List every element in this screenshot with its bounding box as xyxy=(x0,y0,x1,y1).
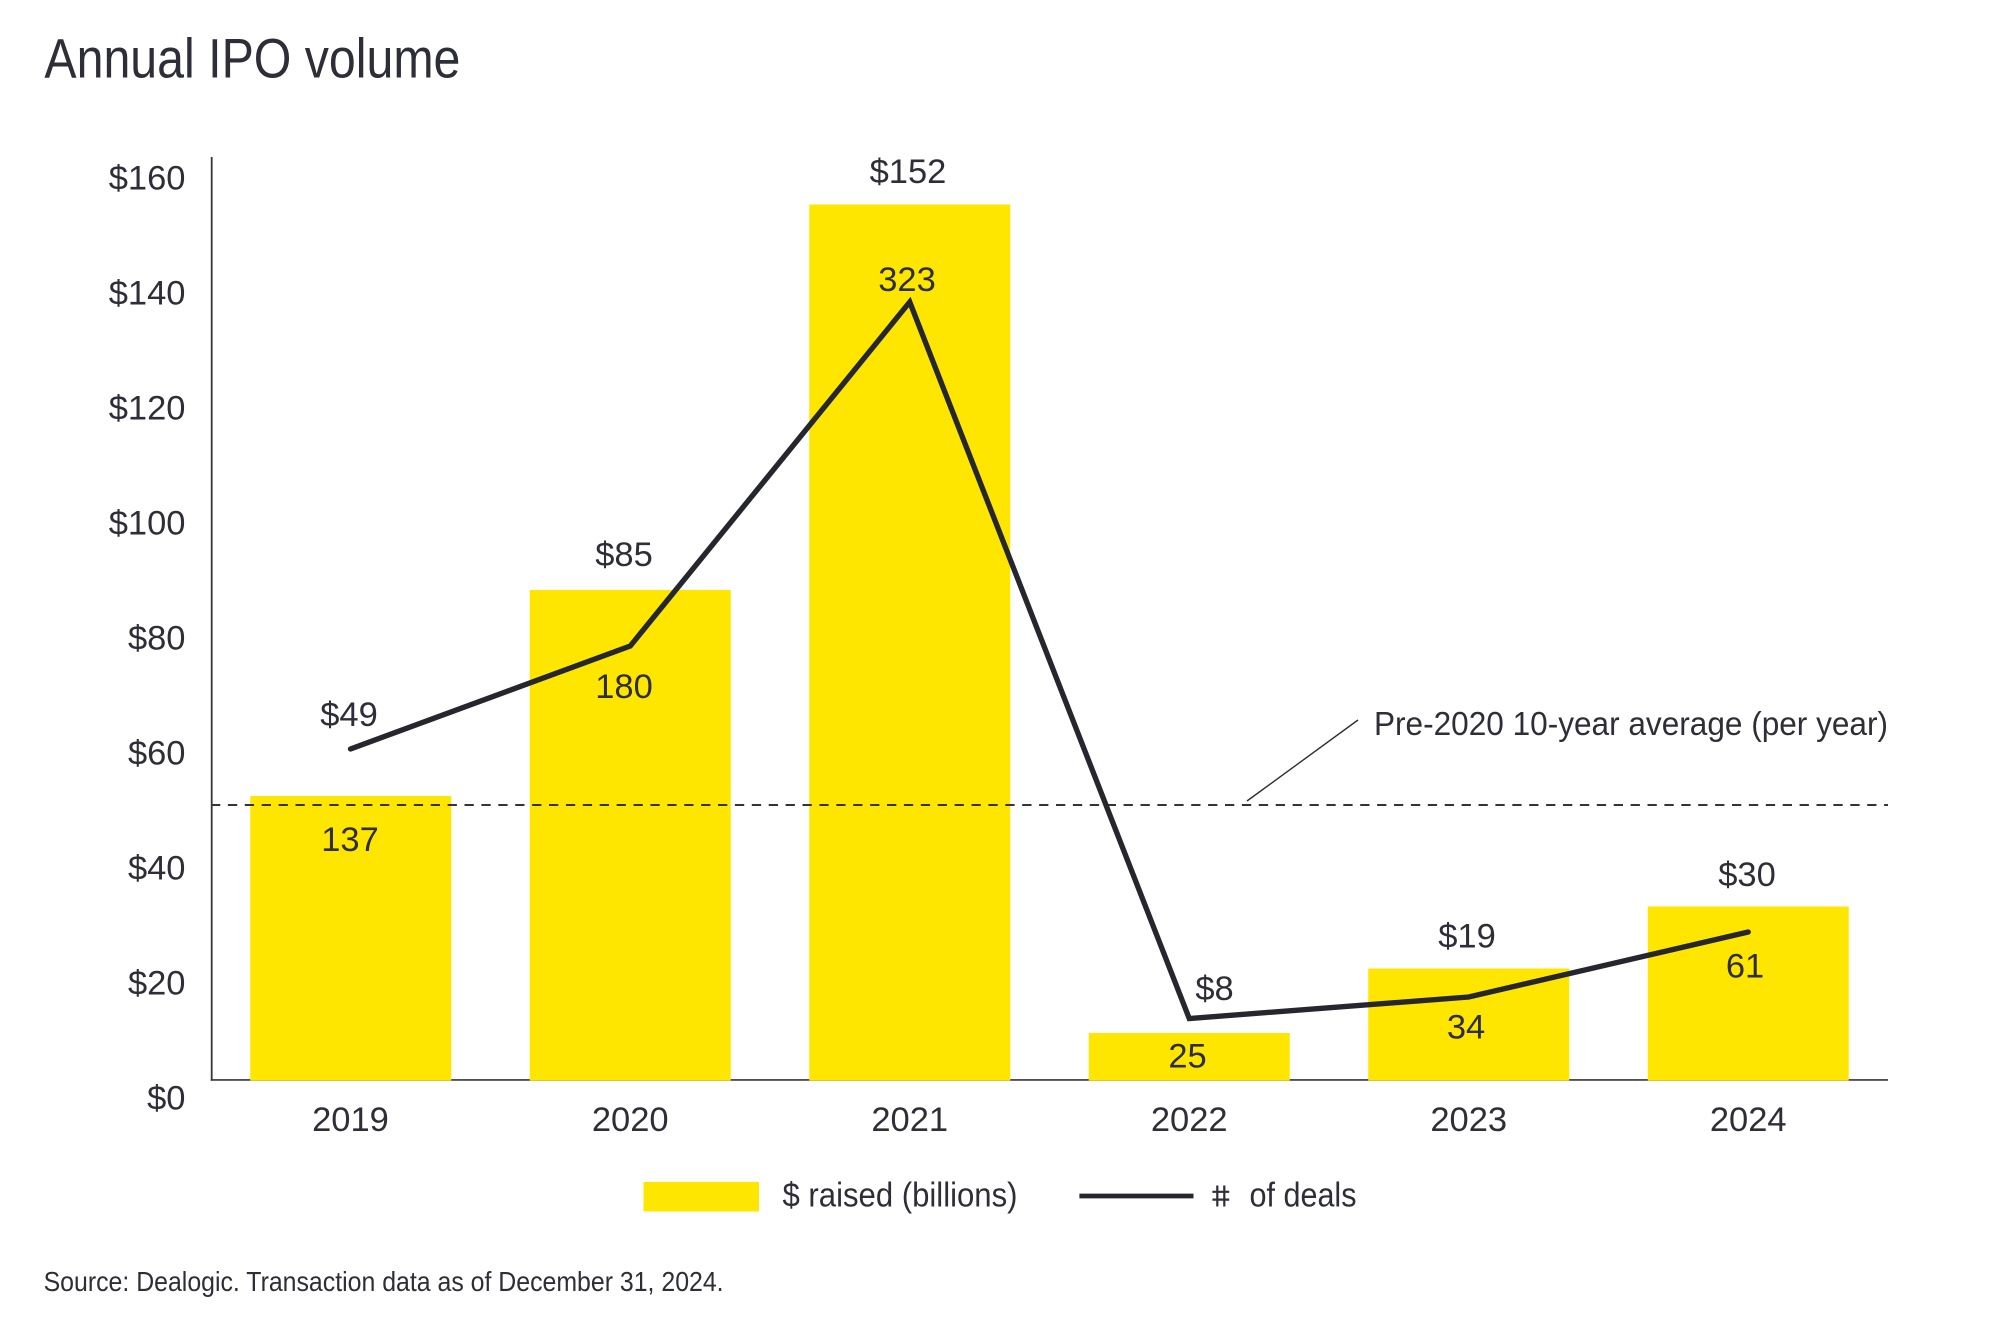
svg-text:323: 323 xyxy=(878,261,936,299)
svg-text:2020: 2020 xyxy=(592,1101,669,1139)
svg-text:137: 137 xyxy=(321,821,379,859)
svg-text:of deals: of deals xyxy=(1250,1177,1357,1215)
svg-text:2022: 2022 xyxy=(1151,1101,1228,1139)
svg-text:$ raised (billions): $ raised (billions) xyxy=(783,1176,1018,1214)
svg-text:180: 180 xyxy=(595,668,653,706)
svg-text:$40: $40 xyxy=(128,849,186,887)
svg-text:Pre-2020 10-year average (per: Pre-2020 10-year average (per year) xyxy=(1374,705,1888,742)
svg-text:$85: $85 xyxy=(595,536,653,574)
svg-text:61: 61 xyxy=(1726,947,1764,985)
svg-text:34: 34 xyxy=(1447,1008,1485,1046)
svg-text:$152: $152 xyxy=(870,153,947,191)
svg-text:$100: $100 xyxy=(109,504,186,542)
svg-text:$140: $140 xyxy=(109,274,186,312)
svg-text:Source: Dealogic. Transaction: Source: Dealogic. Transaction data as of… xyxy=(44,1266,724,1297)
svg-text:$8: $8 xyxy=(1195,970,1233,1008)
svg-text:$120: $120 xyxy=(109,389,186,427)
svg-text:2019: 2019 xyxy=(312,1101,389,1139)
svg-text:Annual IPO volume: Annual IPO volume xyxy=(44,27,460,90)
svg-text:$60: $60 xyxy=(128,734,186,772)
svg-text:$80: $80 xyxy=(128,619,186,657)
svg-text:2021: 2021 xyxy=(871,1101,948,1139)
svg-text:$0: $0 xyxy=(147,1079,185,1117)
svg-text:$49: $49 xyxy=(320,696,378,734)
svg-text:2023: 2023 xyxy=(1430,1101,1507,1139)
svg-text:$30: $30 xyxy=(1718,856,1776,894)
svg-text:2024: 2024 xyxy=(1710,1101,1787,1139)
svg-text:$20: $20 xyxy=(128,964,186,1002)
svg-text:$160: $160 xyxy=(109,159,186,197)
svg-text:25: 25 xyxy=(1168,1037,1206,1075)
svg-text:$19: $19 xyxy=(1438,917,1496,955)
